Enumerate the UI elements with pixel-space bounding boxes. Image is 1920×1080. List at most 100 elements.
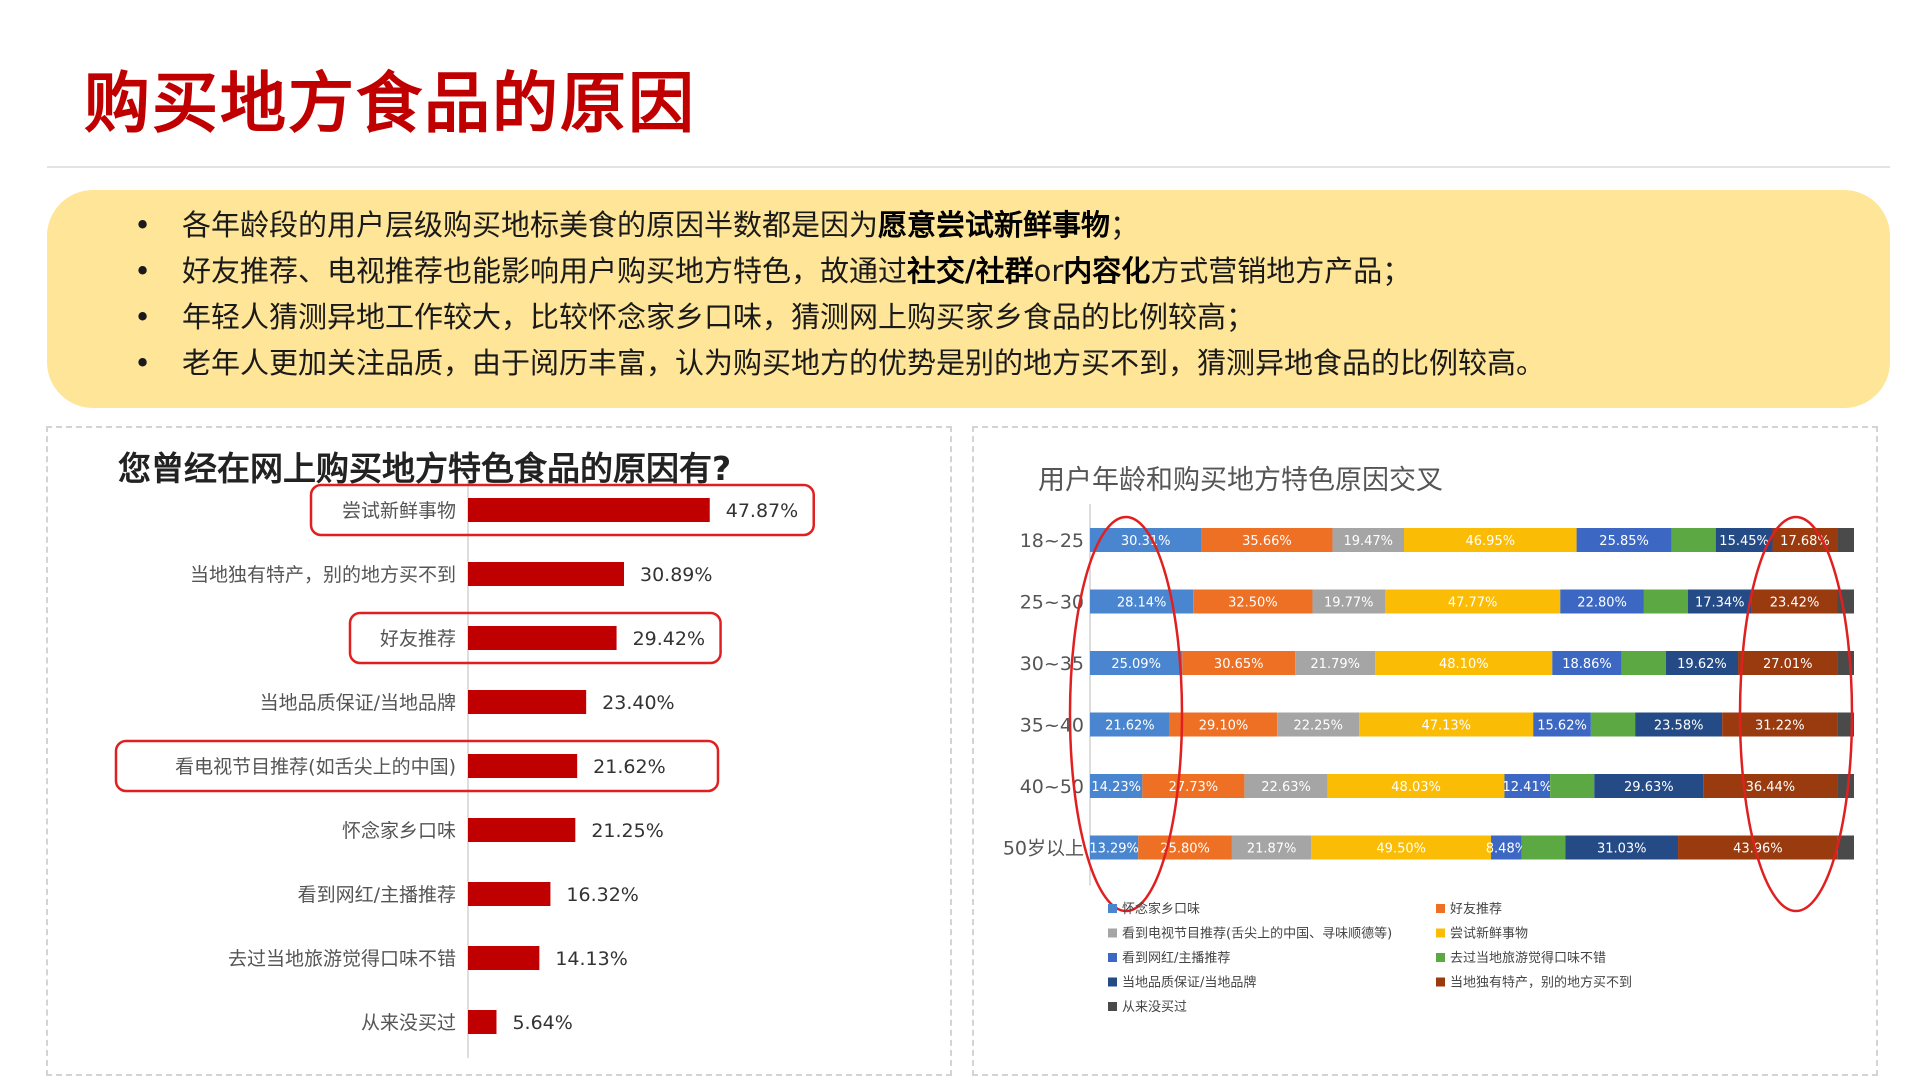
legend-label: 尝试新鲜事物 (1450, 926, 1528, 942)
stacked-segment (1090, 528, 1202, 552)
stacked-segment (1635, 712, 1723, 737)
data-label: 5.64% (512, 1012, 572, 1034)
segment-label: 19.47% (1343, 534, 1393, 549)
data-label: 47.87% (726, 500, 798, 522)
stacked-segment (1576, 528, 1672, 552)
segment-label: 30.31% (1121, 534, 1171, 549)
category-label: 当地独有特产，别的地方买不到 (190, 564, 456, 586)
bullet-text: 老年人更加关注品质，由于阅历丰富，认为购买地方的优势是别的地方买不到，猜测异地食… (182, 346, 1546, 380)
category-label: 看电视节目推荐(如舌尖上的中国) (175, 756, 456, 778)
category-label: 40~50 (1020, 776, 1084, 798)
stacked-segment (1090, 651, 1183, 675)
bar (468, 690, 587, 714)
segment-label: 27.73% (1169, 780, 1219, 795)
segment-label: 49.50% (1376, 842, 1426, 857)
legend-label: 当地独有特产，别的地方买不到 (1450, 975, 1632, 991)
right-chart: 18~25 30.31% 35.66% 19.47% 46.95% 25.85% 15.45… (1003, 504, 1854, 1015)
stacked-segment (1359, 712, 1534, 737)
segment-label: 48.10% (1439, 657, 1489, 672)
stacked-segment (1715, 528, 1773, 552)
segment-label: 31.03% (1597, 842, 1647, 857)
summary-bullets: 各年龄段的用户层级购买地标美食的原因半数都是因为愿意尝试新鲜事物；好友推荐、电视… (47, 190, 1890, 386)
category-label: 怀念家乡口味 (342, 819, 456, 842)
legend-swatch (1108, 953, 1117, 962)
segment-label: 25.80% (1160, 842, 1210, 857)
segment-label: 8.48% (1486, 842, 1527, 857)
bullet-text: ； (1110, 208, 1140, 242)
category-label: 当地品质保证/当地品牌 (260, 692, 456, 714)
stacked-segment (1138, 835, 1232, 860)
title-divider (47, 166, 1890, 168)
stacked-segment (1550, 774, 1595, 798)
legend-label: 当地品质保证/当地品牌 (1122, 975, 1256, 991)
left-chart: 尝试新鲜事物 47.87% 当地独有特产，别的地方买不到 30.89% 好友推荐 29.4… (114, 480, 815, 1058)
bar (468, 754, 578, 778)
stacked-segment (1560, 589, 1644, 614)
category-label: 25~30 (1020, 592, 1084, 614)
stacked-segment (1277, 712, 1360, 737)
bullet-text: 各年龄段的用户层级购买地标美食的原因半数都是因为 (182, 208, 879, 242)
segment-label: 22.63% (1261, 780, 1311, 795)
data-label: 30.89% (640, 564, 712, 586)
legend-swatch (1108, 928, 1117, 938)
highlight-box (348, 611, 722, 665)
category-label: 尝试新鲜事物 (342, 500, 456, 522)
segment-label: 15.62% (1537, 719, 1587, 734)
segment-label: 43.96% (1733, 842, 1783, 857)
bullet-emphasis: 内容化 (1063, 254, 1151, 288)
category-label: 看到网红/主播推荐 (298, 884, 456, 906)
data-label: 23.40% (602, 692, 674, 714)
legend-label: 怀念家乡口味 (1122, 901, 1200, 917)
summary-box: 各年龄段的用户层级购买地标美食的原因半数都是因为愿意尝试新鲜事物；好友推荐、电视… (47, 190, 1890, 408)
left-chart-panel: 您曾经在网上购买地方特色食品的原因有? 尝试新鲜事物 47.87% 当地独有特产，别… (46, 426, 952, 1076)
stacked-segment (1687, 589, 1752, 614)
highlight-ellipse (1738, 515, 1854, 913)
legend-label: 去过当地旅游觉得口味不错 (1450, 950, 1606, 966)
stacked-segment (1404, 528, 1577, 552)
segment-label: 23.58% (1654, 719, 1704, 734)
bar (468, 1010, 497, 1034)
segment-label: 23.42% (1770, 596, 1820, 611)
right-chart-title: 用户年龄和购买地方特色原因交叉 (1038, 465, 1443, 496)
segment-label: 12.41% (1503, 780, 1553, 795)
segment-label: 25.09% (1111, 657, 1161, 672)
segment-label: 30.65% (1214, 657, 1264, 672)
bullet-text: 方式营销地方产品； (1150, 254, 1412, 288)
segment-label: 14.23% (1091, 780, 1141, 795)
stacked-segment (1837, 528, 1854, 552)
highlight-box (114, 739, 720, 793)
stacked-segment (1090, 712, 1170, 737)
summary-bullet: 各年龄段的用户层级购买地标美食的原因半数都是因为愿意尝试新鲜事物； (134, 202, 1890, 248)
stacked-segment (1552, 651, 1622, 675)
segment-label: 46.95% (1466, 534, 1516, 549)
summary-bullet: 好友推荐、电视推荐也能影响用户购买地方特色，故通过社交/社群or内容化方式营销地… (134, 248, 1890, 294)
stacked-segment (1671, 528, 1716, 552)
legend-label: 看到电视节目推荐(舌尖上的中国、寻味顺德等) (1122, 926, 1392, 942)
data-label: 21.25% (591, 820, 663, 842)
stacked-segment (1142, 774, 1245, 798)
segment-label: 17.68% (1780, 534, 1830, 549)
legend-swatch (1436, 928, 1445, 938)
stacked-segment (1375, 651, 1553, 675)
bar (468, 498, 710, 522)
stacked-segment (1621, 651, 1666, 675)
stacked-segment (1837, 835, 1854, 860)
segment-label: 36.44% (1746, 780, 1796, 795)
stacked-segment (1594, 774, 1704, 798)
segment-label: 22.25% (1293, 719, 1343, 734)
segment-label: 21.79% (1310, 657, 1360, 672)
stacked-segment (1533, 712, 1591, 737)
stacked-segment (1738, 651, 1838, 675)
category-label: 50岁以上 (1003, 838, 1084, 860)
segment-label: 21.62% (1105, 719, 1155, 734)
legend-swatch (1108, 977, 1117, 987)
stacked-segment (1169, 712, 1278, 737)
category-label: 从来没买过 (361, 1012, 456, 1034)
stacked-segment (1332, 528, 1405, 552)
segment-label: 47.77% (1448, 596, 1498, 611)
data-label: 29.42% (633, 628, 705, 650)
segment-label: 22.80% (1577, 596, 1627, 611)
stacked-segment (1327, 774, 1505, 798)
bullet-text: or (1033, 254, 1064, 288)
stacked-segment (1565, 835, 1679, 860)
